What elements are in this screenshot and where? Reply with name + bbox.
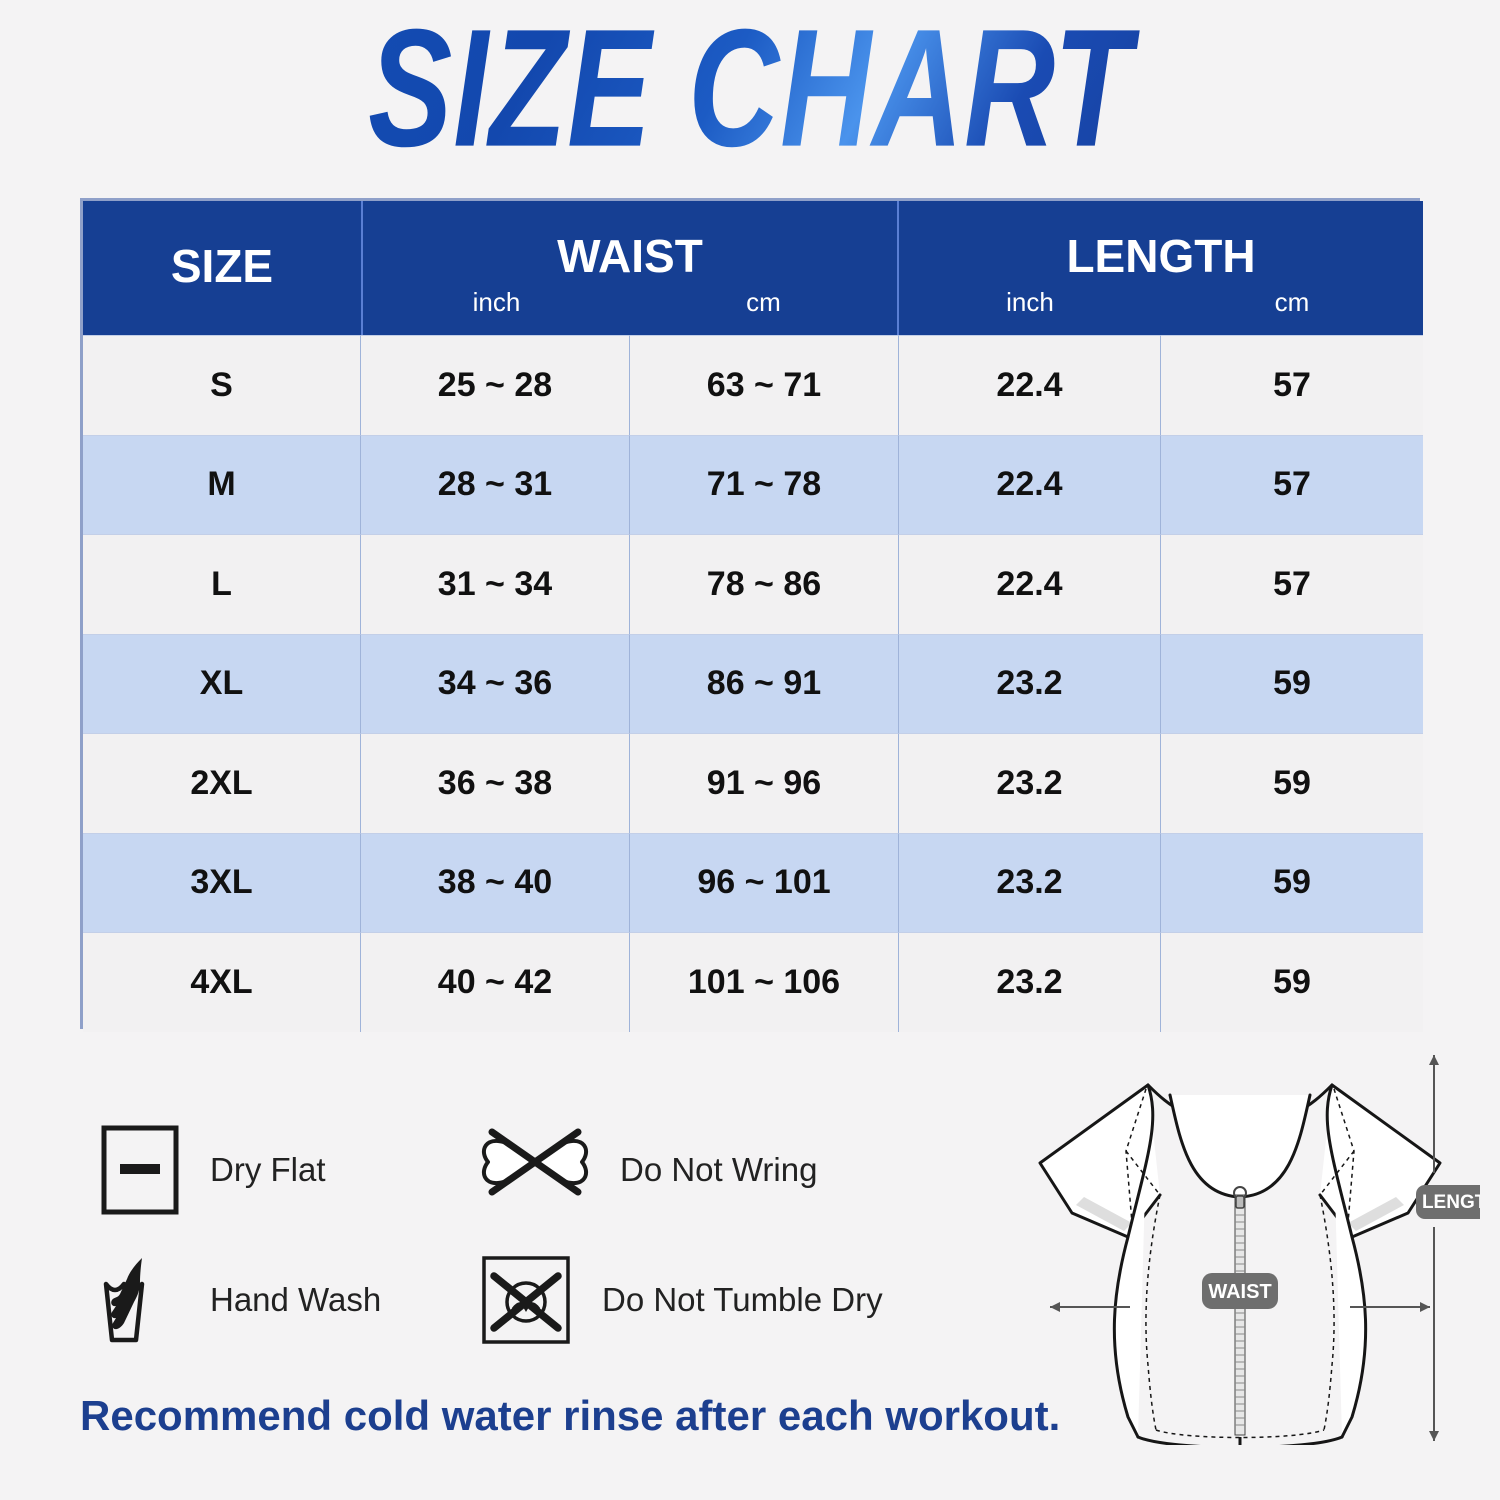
svg-text:WAIST: WAIST — [1208, 1281, 1271, 1303]
svg-text:LENGTH: LENGTH — [1422, 1192, 1480, 1213]
